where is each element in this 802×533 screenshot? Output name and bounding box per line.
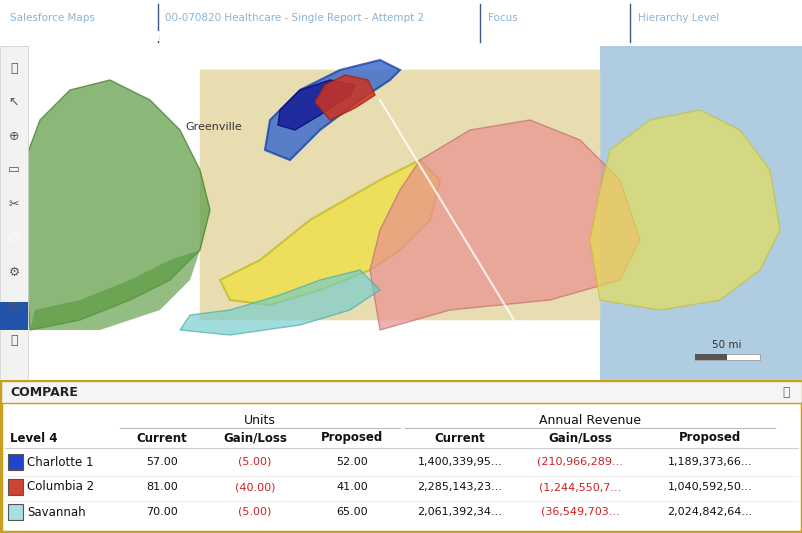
Polygon shape xyxy=(180,270,379,335)
Bar xyxy=(695,354,726,360)
Bar xyxy=(1,381,801,403)
Bar xyxy=(0,302,28,330)
Text: ✂: ✂ xyxy=(9,198,19,211)
Text: Current: Current xyxy=(434,432,484,445)
Text: 81.00: 81.00 xyxy=(146,482,178,492)
Text: Annual Revenue: Annual Revenue xyxy=(538,414,640,426)
Text: 2,061,392,34...: 2,061,392,34... xyxy=(417,507,502,517)
Text: 1,040,592,50...: 1,040,592,50... xyxy=(666,482,751,492)
Text: 2,024,842,64...: 2,024,842,64... xyxy=(666,507,751,517)
Text: Savannah: Savannah xyxy=(27,505,86,519)
Text: 70.00: 70.00 xyxy=(146,507,178,517)
Text: v: v xyxy=(468,18,473,28)
Text: (5.00): (5.00) xyxy=(238,507,271,517)
Text: Proposed: Proposed xyxy=(321,432,383,445)
Text: ▭: ▭ xyxy=(8,164,20,176)
Text: 52.00: 52.00 xyxy=(336,457,367,467)
Text: Southeast Region: Enterprise Accounts: Southeast Region: Enterprise Accounts xyxy=(164,27,458,40)
Polygon shape xyxy=(599,46,802,380)
Text: 00-070820 Healthcare - Single Report - Attempt 2: 00-070820 Healthcare - Single Report - A… xyxy=(164,13,423,23)
Text: ⬡: ⬡ xyxy=(9,231,19,245)
Text: (210,966,289...: (210,966,289... xyxy=(537,457,622,467)
Text: (36,549,703...: (36,549,703... xyxy=(540,507,618,517)
Text: Gain/Loss: Gain/Loss xyxy=(548,432,611,445)
Text: COMPARE: COMPARE xyxy=(10,385,78,399)
Text: Columbia 2: Columbia 2 xyxy=(27,481,94,494)
Text: Focus: Focus xyxy=(488,13,517,23)
Bar xyxy=(8,454,23,470)
Text: Hierarchy Level: Hierarchy Level xyxy=(638,13,719,23)
Text: ⓘ: ⓘ xyxy=(10,334,18,346)
Polygon shape xyxy=(265,60,399,160)
Bar xyxy=(8,479,23,495)
Text: 57.00: 57.00 xyxy=(146,457,178,467)
Text: Current: Current xyxy=(136,432,187,445)
Bar xyxy=(8,504,23,520)
Text: Proposed: Proposed xyxy=(678,432,740,445)
Text: Level 4: Level 4 xyxy=(10,432,58,445)
Text: ✋: ✋ xyxy=(10,61,18,75)
Text: Gain/Loss: Gain/Loss xyxy=(223,432,286,445)
Text: (40.00): (40.00) xyxy=(234,482,275,492)
Text: ⊘: ⊘ xyxy=(9,300,19,312)
Bar xyxy=(695,354,759,360)
Bar xyxy=(0,46,28,380)
Text: (5.00): (5.00) xyxy=(238,457,271,467)
Polygon shape xyxy=(220,160,439,305)
Text: Charlotte 1: Charlotte 1 xyxy=(27,456,93,469)
Text: Greenville: Greenville xyxy=(184,122,241,132)
Text: 2,285,143,23...: 2,285,143,23... xyxy=(417,482,502,492)
Text: v: v xyxy=(769,18,775,28)
Text: 1,400,339,95...: 1,400,339,95... xyxy=(417,457,502,467)
FancyBboxPatch shape xyxy=(200,70,600,320)
Polygon shape xyxy=(30,250,200,330)
Polygon shape xyxy=(277,80,354,130)
Text: 50 mi: 50 mi xyxy=(711,340,741,350)
Text: ⤢: ⤢ xyxy=(781,385,788,399)
Text: ⊕: ⊕ xyxy=(9,130,19,142)
Text: Salesforce Maps: Salesforce Maps xyxy=(10,13,95,23)
Text: Level 4: Level 4 xyxy=(638,27,691,40)
Text: (7) Territories: (7) Territories xyxy=(488,27,591,40)
Polygon shape xyxy=(314,75,375,120)
Text: ↖: ↖ xyxy=(9,95,19,109)
Text: 65.00: 65.00 xyxy=(336,507,367,517)
Polygon shape xyxy=(370,120,639,330)
Text: 1,189,373,66...: 1,189,373,66... xyxy=(666,457,751,467)
Text: Territory Planning: Territory Planning xyxy=(10,27,178,45)
Text: ⚙: ⚙ xyxy=(8,265,19,279)
Polygon shape xyxy=(589,110,779,310)
Text: 41.00: 41.00 xyxy=(336,482,367,492)
Text: (1,244,550,7...: (1,244,550,7... xyxy=(538,482,621,492)
Text: Units: Units xyxy=(244,414,276,426)
Polygon shape xyxy=(20,80,210,330)
Text: v: v xyxy=(618,18,623,28)
